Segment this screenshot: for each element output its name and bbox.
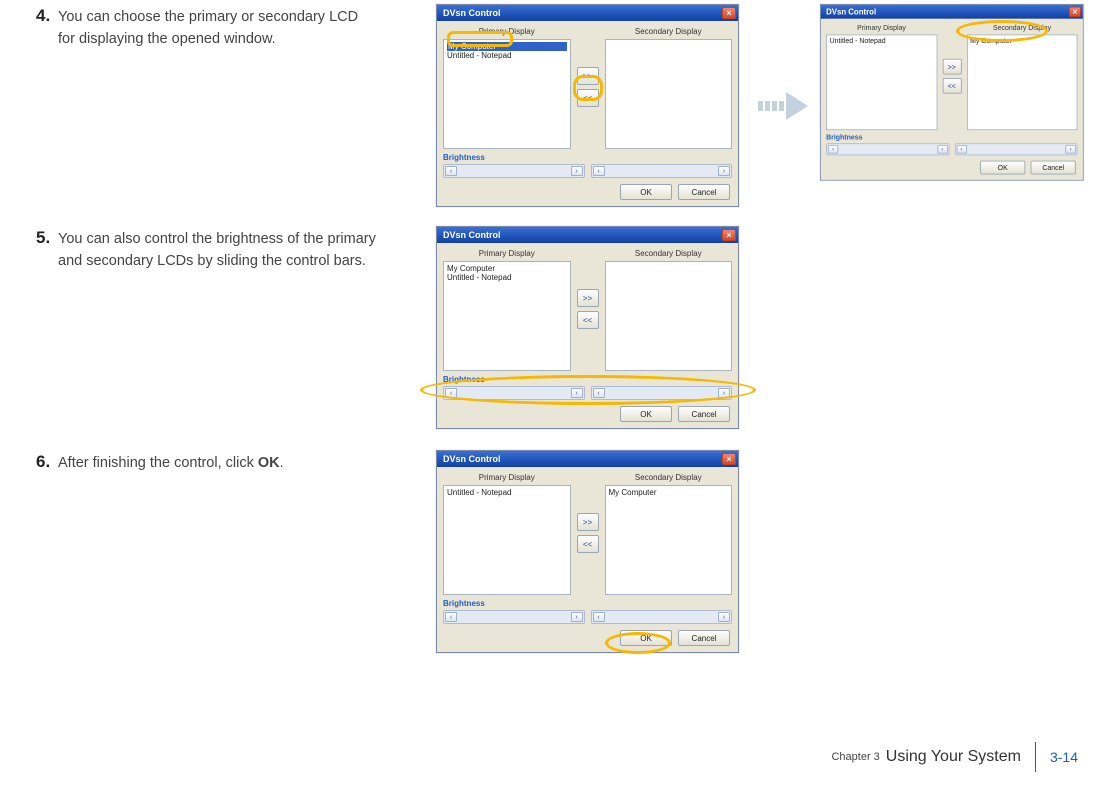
chevron-right-icon[interactable]: ›	[571, 166, 583, 176]
list-item[interactable]: Untitled - Notepad	[447, 488, 567, 497]
dvsn-window-step5: DVsn Control × Primary Display My Comput…	[436, 226, 739, 429]
secondary-display-list[interactable]	[605, 39, 733, 149]
move-right-button[interactable]: >>	[577, 513, 599, 531]
secondary-display-label: Secondary Display	[605, 25, 733, 39]
footer-divider	[1035, 742, 1036, 772]
cancel-button[interactable]: Cancel	[1031, 161, 1076, 175]
chevron-left-icon[interactable]: ‹	[445, 388, 457, 398]
cancel-button[interactable]: Cancel	[678, 406, 730, 422]
chevron-right-icon[interactable]: ›	[718, 166, 730, 176]
step4-text: You can choose the primary or secondary …	[58, 6, 378, 51]
brightness-slider-secondary[interactable]: ‹ ›	[591, 386, 733, 400]
close-icon[interactable]: ×	[722, 229, 736, 241]
brightness-slider-secondary[interactable]: ‹ ›	[954, 143, 1077, 155]
step4-number: 4.	[36, 6, 52, 26]
primary-display-list[interactable]: My Computer Untitled - Notepad	[443, 261, 571, 371]
brightness-label: Brightness	[443, 375, 732, 384]
titlebar: DVsn Control ×	[821, 5, 1083, 19]
titlebar: DVsn Control ×	[437, 227, 738, 243]
chevron-left-icon[interactable]: ‹	[445, 166, 457, 176]
primary-display-label: Primary Display	[443, 471, 571, 485]
ok-button[interactable]: OK	[980, 161, 1025, 175]
cancel-button[interactable]: Cancel	[678, 630, 730, 646]
brightness-slider-secondary[interactable]: ‹ ›	[591, 610, 733, 624]
window-title: DVsn Control	[826, 7, 876, 16]
brightness-label: Brightness	[443, 599, 732, 608]
list-item[interactable]: My Computer	[970, 37, 1074, 45]
secondary-display-label: Secondary Display	[605, 247, 733, 261]
move-right-button[interactable]: >>	[942, 59, 961, 75]
page-footer: Chapter 3 Using Your System 3-14	[831, 742, 1078, 772]
window-title: DVsn Control	[443, 8, 501, 18]
primary-display-label: Primary Display	[443, 25, 571, 39]
brightness-label: Brightness	[443, 153, 732, 162]
brightness-slider-primary[interactable]: ‹ ›	[443, 386, 585, 400]
move-left-button[interactable]: <<	[577, 535, 599, 553]
chevron-left-icon[interactable]: ‹	[445, 612, 457, 622]
chevron-right-icon[interactable]: ›	[718, 612, 730, 622]
primary-display-label: Primary Display	[826, 22, 937, 34]
cancel-button[interactable]: Cancel	[678, 184, 730, 200]
brightness-slider-primary[interactable]: ‹ ›	[443, 164, 585, 178]
secondary-display-list[interactable]: My Computer	[605, 485, 733, 595]
secondary-display-label: Secondary Display	[967, 22, 1078, 34]
list-item[interactable]: Untitled - Notepad	[447, 51, 567, 60]
arrow-right-icon	[758, 88, 808, 124]
chevron-left-icon[interactable]: ‹	[593, 388, 605, 398]
dvsn-window-step4-right: DVsn Control × Primary Display Untitled …	[820, 4, 1084, 181]
primary-display-label: Primary Display	[443, 247, 571, 261]
window-title: DVsn Control	[443, 230, 501, 240]
chevron-right-icon[interactable]: ›	[571, 388, 583, 398]
move-right-button[interactable]: >>	[577, 289, 599, 307]
close-icon[interactable]: ×	[722, 7, 736, 19]
dvsn-window-step4-left: DVsn Control × Primary Display My Comput…	[436, 4, 739, 207]
close-icon[interactable]: ×	[1069, 7, 1081, 17]
ok-button[interactable]: OK	[620, 630, 672, 646]
list-item[interactable]: My Computer	[609, 488, 729, 497]
primary-display-list[interactable]: Untitled - Notepad	[443, 485, 571, 595]
chevron-left-icon[interactable]: ‹	[593, 166, 605, 176]
chevron-right-icon[interactable]: ›	[718, 388, 730, 398]
primary-display-list[interactable]: Untitled - Notepad	[826, 34, 937, 130]
move-left-button[interactable]: <<	[577, 89, 599, 107]
chevron-left-icon[interactable]: ‹	[828, 145, 838, 154]
chevron-right-icon[interactable]: ›	[1065, 145, 1075, 154]
list-item[interactable]: My Computer	[447, 42, 567, 51]
step5-number: 5.	[36, 228, 52, 248]
window-title: DVsn Control	[443, 454, 501, 464]
primary-display-list[interactable]: My Computer Untitled - Notepad	[443, 39, 571, 149]
chevron-left-icon[interactable]: ‹	[956, 145, 966, 154]
brightness-label: Brightness	[826, 134, 1077, 142]
chevron-right-icon[interactable]: ›	[937, 145, 947, 154]
list-item[interactable]: Untitled - Notepad	[447, 273, 567, 282]
ok-button[interactable]: OK	[620, 184, 672, 200]
secondary-display-list[interactable]: My Computer	[967, 34, 1078, 130]
chapter-title: Using Your System	[886, 748, 1021, 766]
brightness-slider-secondary[interactable]: ‹ ›	[591, 164, 733, 178]
chevron-left-icon[interactable]: ‹	[593, 612, 605, 622]
list-item[interactable]: My Computer	[447, 264, 567, 273]
chapter-label: Chapter 3	[831, 751, 879, 763]
move-left-button[interactable]: <<	[577, 311, 599, 329]
page-number: 3-14	[1050, 749, 1078, 765]
brightness-slider-primary[interactable]: ‹ ›	[826, 143, 949, 155]
list-item[interactable]: Untitled - Notepad	[830, 37, 934, 45]
secondary-display-label: Secondary Display	[605, 471, 733, 485]
brightness-slider-primary[interactable]: ‹ ›	[443, 610, 585, 624]
move-left-button[interactable]: <<	[942, 78, 961, 94]
titlebar: DVsn Control ×	[437, 451, 738, 467]
step6-text: After finishing the control, click OK.	[58, 452, 284, 474]
step6-number: 6.	[36, 452, 52, 472]
secondary-display-list[interactable]	[605, 261, 733, 371]
close-icon[interactable]: ×	[722, 453, 736, 465]
titlebar: DVsn Control ×	[437, 5, 738, 21]
ok-button[interactable]: OK	[620, 406, 672, 422]
move-right-button[interactable]: >>	[577, 67, 599, 85]
step5-text: You can also control the brightness of t…	[58, 228, 378, 273]
chevron-right-icon[interactable]: ›	[571, 612, 583, 622]
dvsn-window-step6: DVsn Control × Primary Display Untitled …	[436, 450, 739, 653]
